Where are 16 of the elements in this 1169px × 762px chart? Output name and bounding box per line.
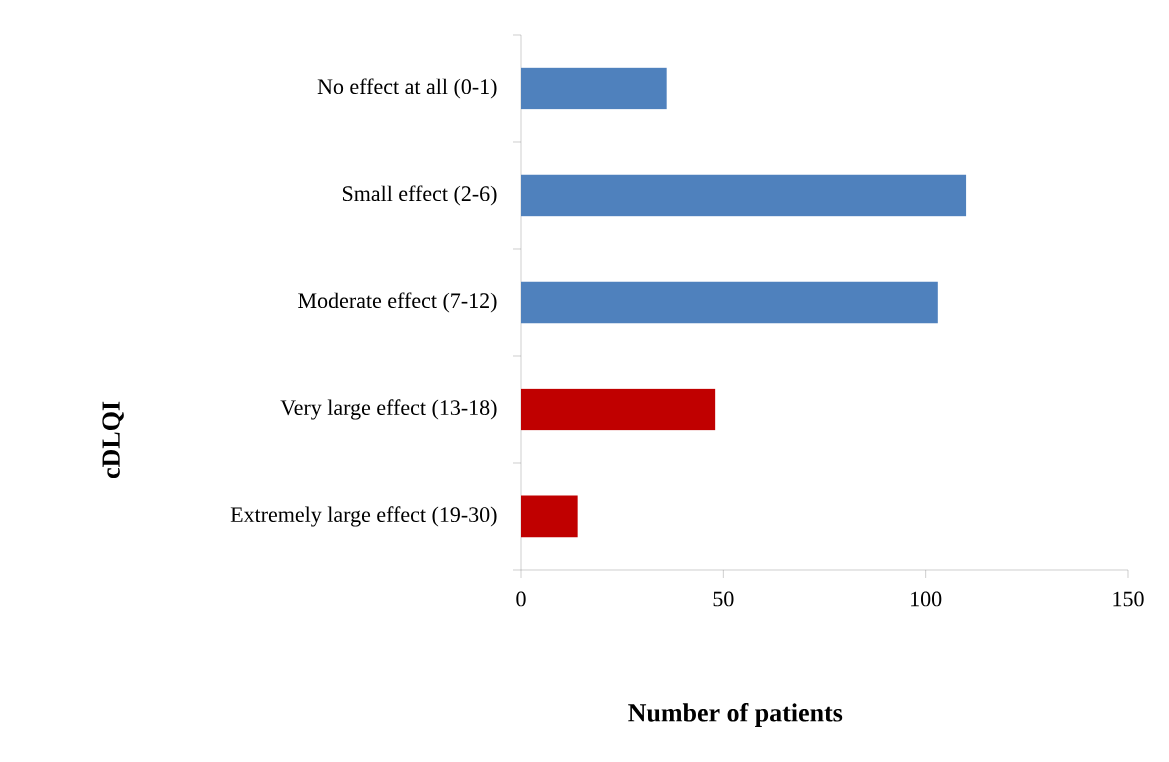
x-tick-label: 0 — [516, 591, 526, 607]
y-axis-title: cDLQI — [102, 401, 124, 479]
bar — [521, 495, 578, 538]
y-tick-label: Very large effect (13-18) — [280, 399, 497, 420]
bar — [521, 281, 938, 324]
x-tick-label: 100 — [911, 591, 942, 607]
x-tick-label: 150 — [1113, 591, 1144, 607]
x-axis-title: Number of patients — [628, 703, 843, 727]
bar — [521, 174, 967, 217]
bar — [521, 388, 716, 431]
y-tick-label: Extremely large effect (19-30) — [230, 506, 497, 527]
x-tick-label: 50 — [713, 591, 734, 607]
y-tick-label: Small effect (2-6) — [342, 185, 497, 206]
y-tick-label: Moderate effect (7-12) — [298, 292, 497, 313]
bar — [521, 67, 667, 110]
y-tick-label: No effect at all (0-1) — [317, 78, 497, 99]
